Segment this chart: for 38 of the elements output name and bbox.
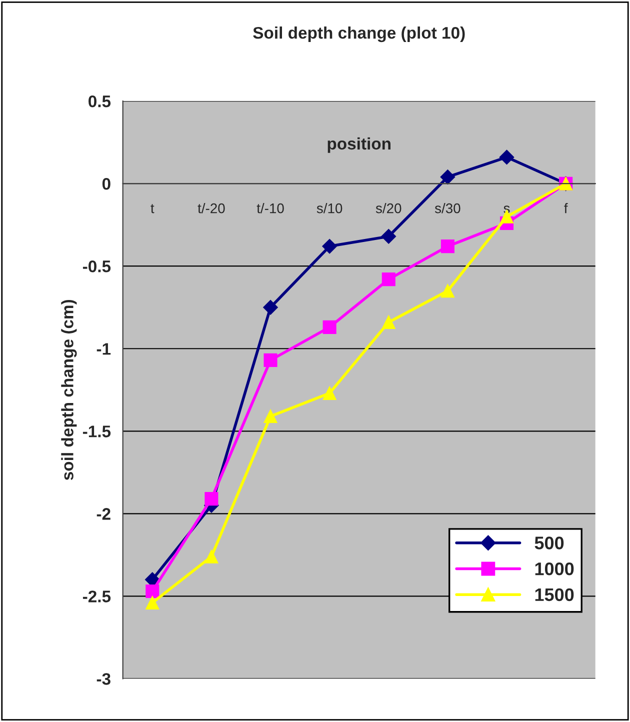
x-tick-label: t/-10 — [256, 203, 284, 214]
point — [381, 229, 396, 244]
point — [499, 150, 514, 165]
point — [382, 272, 396, 286]
point — [264, 410, 278, 424]
x-tick-label: s/10 — [316, 203, 342, 214]
x-tick-label: s/30 — [434, 203, 460, 214]
y-tick-label: -2 — [96, 508, 110, 520]
point — [322, 238, 337, 254]
x-tick-label: f — [564, 203, 568, 214]
legend-label: 1000 — [535, 562, 574, 576]
point — [382, 315, 396, 329]
point — [146, 584, 160, 598]
point — [263, 300, 278, 315]
x-axis-title: position — [328, 137, 390, 153]
point — [204, 492, 218, 506]
x-tick-label: t — [150, 204, 154, 214]
point — [146, 596, 160, 610]
y-axis-title: soil depth change (cm) — [61, 300, 77, 480]
chart-title: Soil depth change (plot 10) — [253, 26, 465, 42]
point — [440, 284, 454, 298]
y-tick-label: -2.5 — [82, 590, 111, 602]
y-tick-label: -0.5 — [82, 260, 111, 272]
point — [440, 170, 456, 184]
point — [204, 550, 218, 564]
point — [322, 320, 336, 334]
y-tick-label: -1.5 — [82, 426, 111, 438]
point — [322, 386, 336, 400]
y-tick-label: 0.5 — [88, 95, 111, 108]
legend-label: 500 — [534, 536, 564, 550]
legend-label: 1500 — [535, 588, 574, 602]
point — [264, 353, 278, 367]
point — [440, 240, 454, 254]
y-tick-label: -3 — [96, 673, 110, 685]
y-tick-label: -1 — [96, 343, 111, 355]
y-tick-label: 0 — [102, 178, 110, 190]
x-tick-label: s/20 — [376, 203, 402, 214]
x-tick-label: t/-20 — [198, 203, 225, 214]
